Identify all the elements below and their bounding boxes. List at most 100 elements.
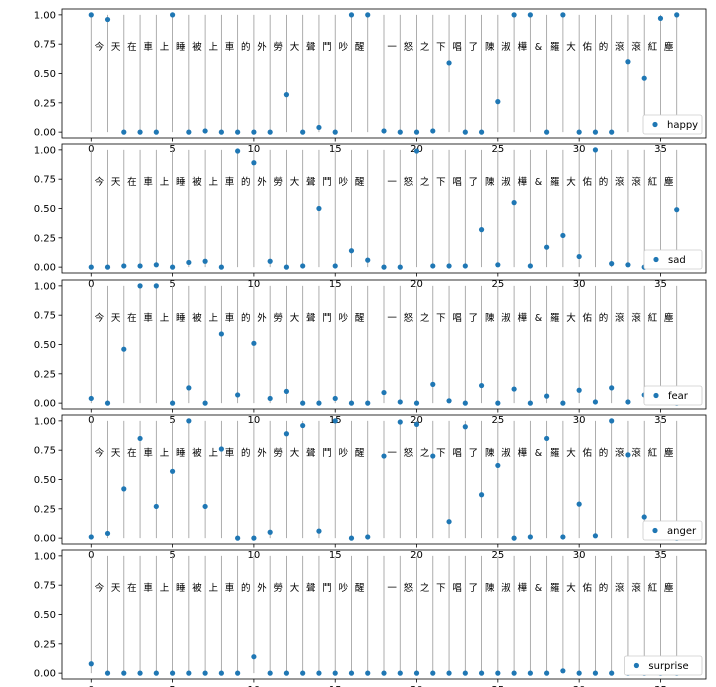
char-label: 之: [420, 176, 430, 188]
legend-box: [642, 114, 703, 135]
char-label: 吵: [339, 582, 349, 594]
legend-box: [643, 249, 703, 270]
char-label: 淑: [501, 176, 511, 188]
data-point-sad: [121, 263, 127, 269]
panel-happy: 今天在車上睡被上車的外勞大聲鬥吵醒 一怒之下唱了陳淑樺 & 羅大佑的滾滾紅塵0.00…: [34, 8, 707, 155]
data-point-fear: [104, 400, 111, 406]
x-tick-label: 5: [169, 415, 175, 426]
char-label: &: [535, 42, 543, 53]
char-label: 被: [192, 176, 202, 188]
char-label: 怒: [404, 176, 414, 188]
char-label: 上: [208, 448, 218, 459]
data-point-anger: [527, 534, 533, 540]
data-point-anger: [169, 468, 176, 474]
legend-box: [624, 655, 703, 676]
data-point-surprise: [169, 670, 176, 676]
y-tick-label: 1.00: [34, 551, 56, 562]
data-point-surprise: [560, 668, 566, 674]
char-label: 佑: [583, 41, 593, 53]
legend-label: anger: [667, 526, 697, 537]
data-point-happy: [186, 129, 192, 135]
char-label: 大: [290, 41, 300, 53]
data-point-sad: [592, 147, 599, 153]
char-label: 醒: [355, 448, 365, 459]
data-point-fear: [153, 283, 159, 289]
char-label: 淑: [501, 582, 511, 594]
data-point-fear: [316, 400, 322, 406]
data-point-happy: [300, 129, 306, 135]
char-label: 下: [436, 177, 446, 188]
data-point-surprise: [446, 670, 452, 676]
data-point-anger: [495, 462, 501, 469]
y-tick-label: 0.00: [34, 263, 56, 274]
data-point-surprise: [478, 670, 485, 676]
data-point-sad: [397, 264, 403, 270]
data-point-fear: [413, 400, 420, 406]
y-tick-label: 0.75: [34, 581, 56, 592]
char-label: 醒: [355, 313, 365, 324]
data-point-happy: [674, 12, 680, 18]
data-point-anger: [560, 534, 566, 540]
char-label: 怒: [404, 582, 414, 594]
char-label: 陳: [485, 448, 495, 459]
legend-marker: [652, 121, 658, 128]
char-label: 外: [257, 312, 267, 324]
data-point-surprise: [592, 670, 599, 676]
data-point-happy: [365, 12, 371, 18]
char-label: 佑: [583, 176, 593, 188]
char-label: 淑: [501, 447, 511, 459]
data-point-anger: [300, 422, 306, 429]
data-point-happy: [267, 129, 273, 135]
data-point-sad: [332, 263, 338, 269]
char-label: 唱: [452, 42, 462, 53]
data-point-sad: [365, 257, 371, 263]
x-tick-label: 30: [573, 685, 586, 687]
char-label: 唱: [452, 583, 462, 594]
panel-fear: 今天在車上睡被上車的外勞大聲鬥吵醒 一怒之下唱了陳淑樺 & 羅大佑的滾滾紅塵0.00…: [34, 279, 707, 426]
x-tick-label: 15: [329, 144, 342, 155]
data-point-anger: [544, 435, 550, 442]
data-point-happy: [446, 60, 452, 66]
char-label: 的: [241, 582, 251, 594]
legend-label: happy: [667, 120, 698, 131]
data-point-happy: [625, 59, 631, 65]
char-label: 塵: [664, 41, 674, 53]
legend-happy: happy: [642, 114, 703, 135]
char-label: 鬥: [322, 177, 332, 188]
char-label: 車: [225, 582, 235, 594]
x-tick-label: 25: [491, 279, 504, 290]
char-label: 滾: [615, 41, 625, 53]
data-point-anger: [446, 519, 452, 525]
data-point-anger: [609, 418, 615, 424]
char-label: 睡: [176, 312, 186, 324]
char-label: 樺: [517, 41, 527, 53]
char-label: 聲: [306, 176, 316, 188]
data-point-happy: [527, 12, 533, 18]
data-point-sad: [316, 205, 322, 212]
data-point-fear: [169, 400, 176, 406]
y-tick-label: 0.50: [34, 340, 56, 351]
char-label: 羅: [550, 583, 560, 594]
data-point-happy: [153, 129, 159, 135]
char-label: 的: [241, 41, 251, 53]
x-tick-label: 20: [410, 415, 423, 426]
data-point-anger: [283, 431, 290, 437]
char-label: 被: [192, 41, 202, 53]
char-label: 大: [566, 447, 576, 459]
y-tick-label: 0.50: [34, 610, 56, 621]
char-label: 勞: [274, 582, 284, 594]
char-label: 外: [257, 176, 267, 188]
data-point-anger: [478, 492, 485, 498]
char-label: 今: [95, 176, 105, 188]
char-label: 了: [469, 177, 479, 188]
data-point-surprise: [218, 670, 224, 676]
y-tick-label: 0.00: [34, 399, 56, 410]
data-point-anger: [462, 424, 468, 430]
char-label: 睡: [176, 582, 186, 594]
char-label: 上: [160, 42, 170, 53]
char-label: 上: [208, 583, 218, 594]
data-point-fear: [397, 399, 403, 405]
data-point-happy: [576, 129, 582, 135]
char-label: 睡: [176, 176, 186, 188]
data-point-happy: [462, 129, 468, 135]
